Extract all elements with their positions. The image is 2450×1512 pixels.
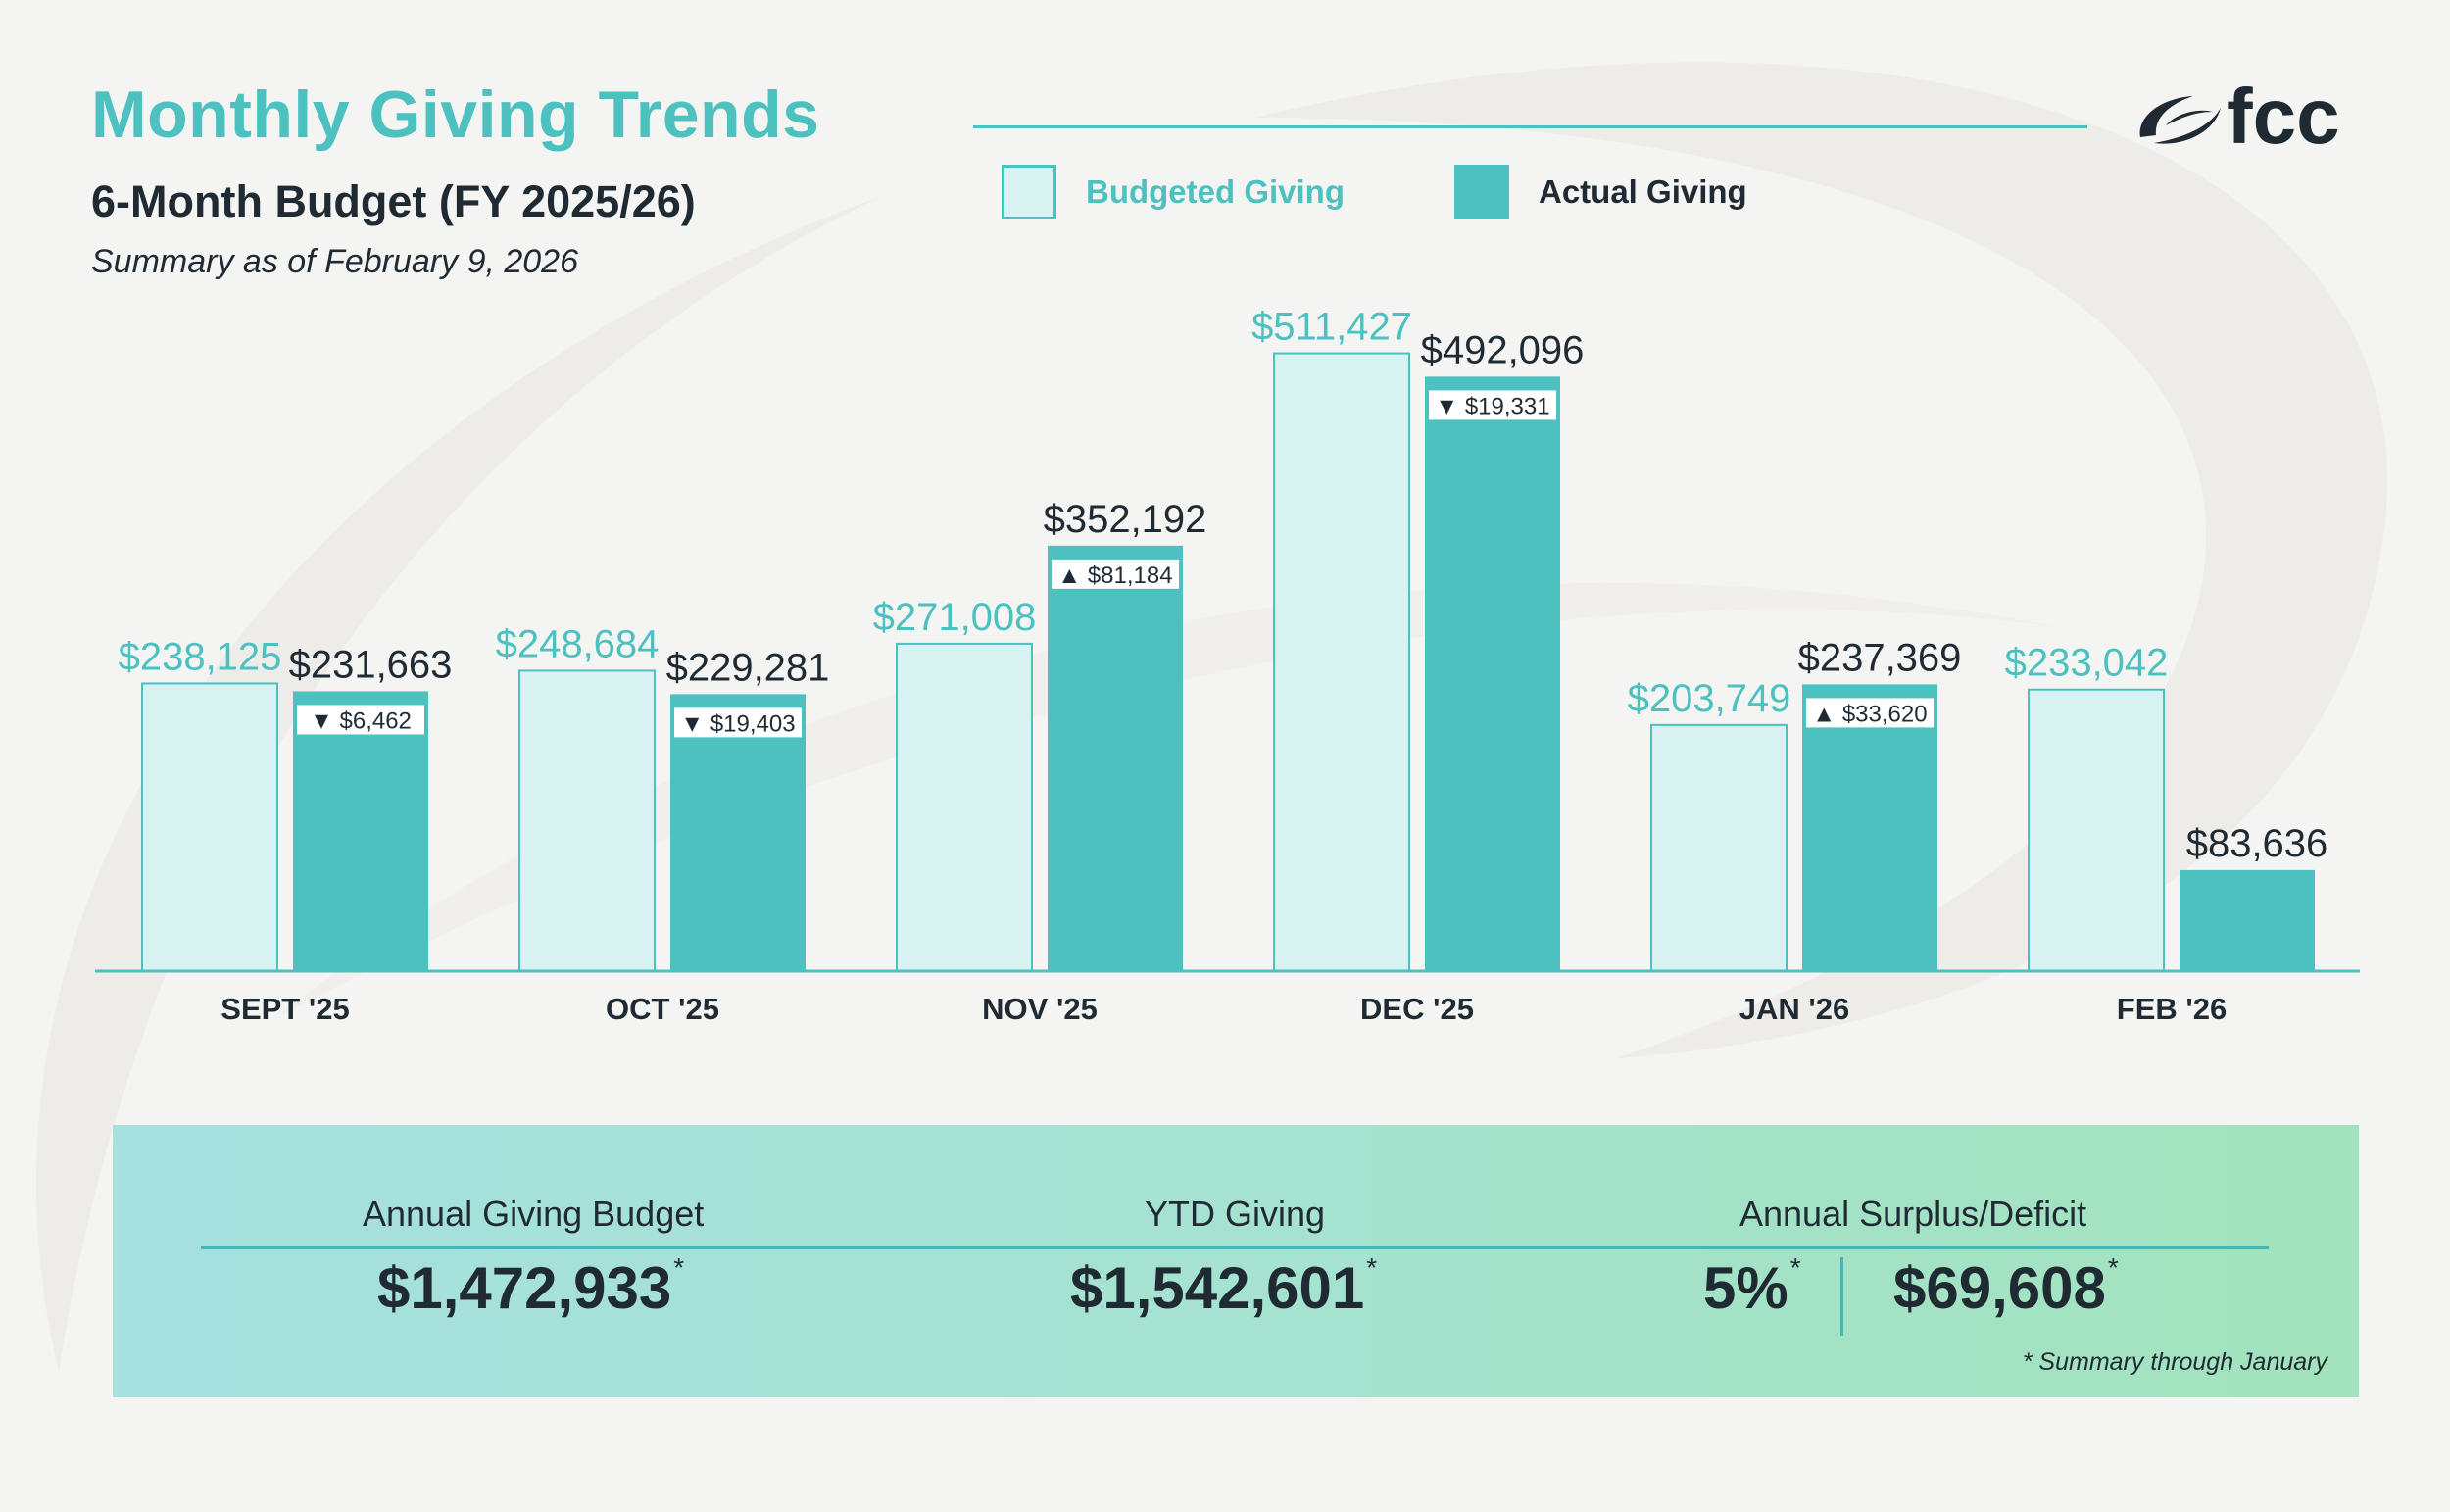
variance-label: ▼ $19,403 <box>680 710 795 737</box>
logo-text: fcc <box>2227 78 2340 153</box>
category-label: NOV '25 <box>982 992 1098 1026</box>
bar-label-budgeted: $511,427 <box>1251 306 1412 349</box>
category-label: FEB '26 <box>2117 992 2227 1026</box>
stats-divider <box>1840 1257 1843 1336</box>
legend-swatch-budgeted <box>1002 165 1056 219</box>
variance-badge <box>297 705 424 735</box>
stats-panel: Annual Giving Budget YTD Giving Annual S… <box>113 1125 2359 1397</box>
bar-label-budgeted: $203,749 <box>1628 677 1791 720</box>
bar-actual <box>2180 869 2315 971</box>
stats-rule <box>201 1246 2269 1249</box>
bar-label-budgeted: $271,008 <box>873 596 1037 639</box>
bar-budgeted <box>896 642 1033 973</box>
bar-label-actual: $229,281 <box>666 646 830 689</box>
legend-actual: Actual Giving <box>1454 163 1747 221</box>
category-label: SEPT '25 <box>220 992 349 1026</box>
bar-label-actual: $352,192 <box>1044 498 1207 541</box>
bar-label-budgeted: $233,042 <box>2005 642 2169 685</box>
variance-label: ▲ $33,620 <box>1812 701 1927 727</box>
ytd-value: $1,542,601* <box>1070 1252 1378 1321</box>
variance-badge <box>1429 390 1556 420</box>
variance-label: ▼ $19,331 <box>1435 393 1549 419</box>
variance-label: ▼ $6,462 <box>310 707 412 734</box>
surplus-label: Annual Surplus/Deficit <box>1740 1194 2087 1234</box>
fcc-logo: fcc <box>2139 78 2340 153</box>
bar-label-budgeted: $248,684 <box>496 622 660 665</box>
surplus-percent: 5%* <box>1703 1252 1801 1321</box>
annual-budget-value: $1,472,933* <box>377 1252 685 1321</box>
bar-label-budgeted: $238,125 <box>119 635 282 678</box>
bar-actual <box>1802 684 1937 971</box>
bar-label-actual: $83,636 <box>2186 822 2328 865</box>
bar-actual <box>670 694 806 971</box>
variance-badge <box>1806 698 1934 728</box>
legend-swatch-actual <box>1454 165 1509 219</box>
footnote: * Summary through January <box>2022 1348 2328 1376</box>
variance-badge <box>674 707 802 738</box>
summary-date: Summary as of February 9, 2026 <box>91 243 579 280</box>
bar-actual <box>1048 545 1183 971</box>
bar-budgeted <box>2028 688 2165 972</box>
variance-badge <box>1052 559 1179 589</box>
category-label: JAN '26 <box>1740 992 1849 1026</box>
legend-label-actual: Actual Giving <box>1539 173 1747 210</box>
variance-label: ▲ $81,184 <box>1057 562 1172 589</box>
bar-label-actual: $231,663 <box>289 643 453 686</box>
giving-chart: $238,125 $231,663 ▼ $6,462 SEPT '25 $248,684… <box>95 306 2360 1026</box>
page-title: Monthly Giving Trends <box>91 77 820 152</box>
bar-budgeted <box>518 669 656 972</box>
category-label: OCT '25 <box>606 992 719 1026</box>
surplus-amount: $69,608* <box>1893 1252 2119 1321</box>
bar-label-actual: $492,096 <box>1421 328 1585 371</box>
header-rule <box>973 125 2087 128</box>
legend-budgeted: Budgeted Giving <box>1002 163 1345 221</box>
bar-label-actual: $237,369 <box>1798 636 1962 679</box>
ytd-label: YTD Giving <box>1145 1194 1326 1234</box>
page-subtitle: 6-Month Budget (FY 2025/26) <box>91 176 696 226</box>
bar-budgeted <box>1650 723 1788 972</box>
category-label: DEC '25 <box>1360 992 1474 1026</box>
bar-actual <box>1425 376 1560 971</box>
bar-budgeted <box>141 682 278 972</box>
annual-budget-label: Annual Giving Budget <box>363 1194 705 1234</box>
bar-actual <box>293 691 428 971</box>
bar-budgeted <box>1273 352 1410 972</box>
legend-label-budgeted: Budgeted Giving <box>1086 173 1345 210</box>
